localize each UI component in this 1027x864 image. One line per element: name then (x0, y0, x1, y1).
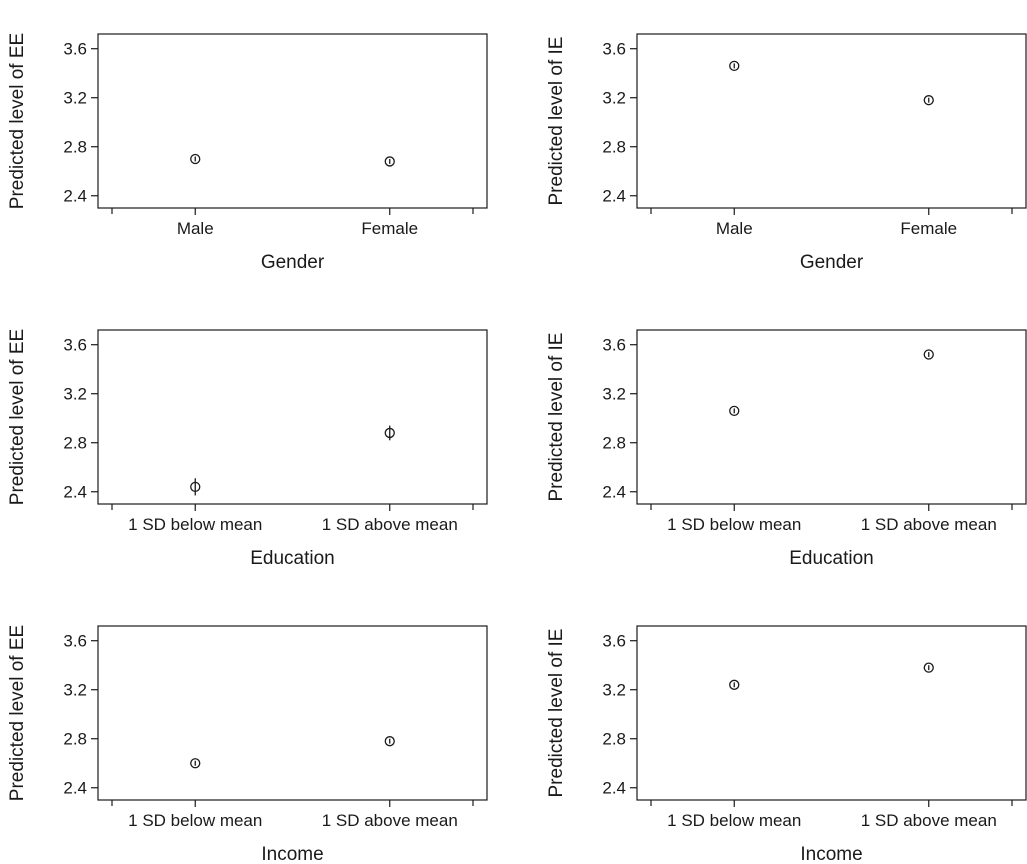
y-tick-label: 3.6 (63, 40, 87, 59)
y-tick-label: 3.2 (63, 681, 87, 700)
chart-panel-2: 2.4 2.8 3.2 3.6 Male Female Gender Predicted le… (546, 33, 1027, 273)
y-tick-label: 3.2 (602, 681, 626, 700)
y-tick-label: 2.8 (63, 434, 87, 453)
x-axis-label: Gender (800, 252, 864, 273)
y-axis-label: Predicted level of IE (546, 37, 567, 206)
y-tick-label: 2.4 (63, 779, 87, 798)
x-axis-label: Gender (261, 252, 325, 273)
plot-frame (636, 33, 1027, 209)
plot-frame (97, 625, 488, 801)
x-tick-label: 1 SD below mean (667, 811, 801, 830)
x-tick-label: 1 SD below mean (128, 515, 262, 534)
x-tick-label: Male (716, 219, 753, 238)
data-point (190, 153, 201, 165)
y-tick-label: 2.4 (602, 187, 626, 206)
data-point (729, 60, 740, 72)
y-axis-label: Predicted level of EE (7, 625, 28, 801)
x-tick-label: 1 SD above mean (322, 515, 458, 534)
data-point (923, 662, 934, 673)
y-tick-label: 2.8 (602, 138, 626, 157)
x-tick-label: 1 SD below mean (128, 811, 262, 830)
x-tick-label: 1 SD above mean (861, 515, 997, 534)
x-tick-label: 1 SD above mean (861, 811, 997, 830)
y-tick-label: 2.8 (602, 730, 626, 749)
data-point (384, 427, 395, 439)
x-axis-label: Education (789, 548, 874, 569)
data-point (923, 95, 934, 106)
y-tick-label: 3.6 (602, 336, 626, 355)
chart-panel-5: 2.4 2.8 3.2 3.6 1 SD below mean 1 SD above me… (7, 625, 488, 864)
y-tick-label: 2.8 (63, 138, 87, 157)
x-tick-label: Female (361, 219, 418, 238)
plot-frame (97, 329, 488, 505)
data-point (190, 481, 201, 492)
x-tick-label: 1 SD below mean (667, 515, 801, 534)
chart-panel-1: 2.4 2.8 3.2 3.6 Male Female Gender Predicted le… (7, 33, 488, 273)
y-axis-label: Predicted level of EE (7, 33, 28, 209)
x-axis-label: Income (261, 844, 323, 864)
y-tick-label: 3.2 (63, 385, 87, 404)
y-tick-label: 2.8 (602, 434, 626, 453)
data-point (923, 349, 934, 360)
data-point (384, 736, 395, 747)
y-tick-label: 2.4 (63, 483, 87, 502)
y-tick-label: 3.2 (63, 89, 87, 108)
chart-panel-3: 2.4 2.8 3.2 3.6 1 SD below mean 1 SD above me… (7, 329, 488, 569)
y-tick-label: 3.6 (602, 632, 626, 651)
plot-frame (97, 33, 488, 209)
y-axis-label: Predicted level of IE (546, 629, 567, 798)
y-tick-label: 2.8 (63, 730, 87, 749)
y-tick-label: 3.6 (63, 632, 87, 651)
y-tick-label: 3.6 (602, 40, 626, 59)
y-axis-label: Predicted level of EE (7, 329, 28, 505)
y-axis-label: Predicted level of IE (546, 333, 567, 502)
x-axis-label: Education (250, 548, 335, 569)
data-point (384, 156, 395, 167)
plot-frame (636, 625, 1027, 801)
chart-panel-6: 2.4 2.8 3.2 3.6 1 SD below mean 1 SD above me… (546, 625, 1027, 864)
y-tick-label: 3.6 (63, 336, 87, 355)
plot-frame (636, 329, 1027, 505)
data-point (729, 679, 740, 690)
data-point (729, 405, 740, 417)
x-axis-label: Income (800, 844, 862, 864)
y-tick-label: 2.4 (63, 187, 87, 206)
x-tick-label: Male (177, 219, 214, 238)
x-tick-label: Female (900, 219, 957, 238)
y-tick-label: 3.2 (602, 89, 626, 108)
data-point (190, 758, 201, 769)
y-tick-label: 3.2 (602, 385, 626, 404)
x-tick-label: 1 SD above mean (322, 811, 458, 830)
chart-panel-4: 2.4 2.8 3.2 3.6 1 SD below mean 1 SD above me… (546, 329, 1027, 569)
y-tick-label: 2.4 (602, 779, 626, 798)
y-tick-label: 2.4 (602, 483, 626, 502)
